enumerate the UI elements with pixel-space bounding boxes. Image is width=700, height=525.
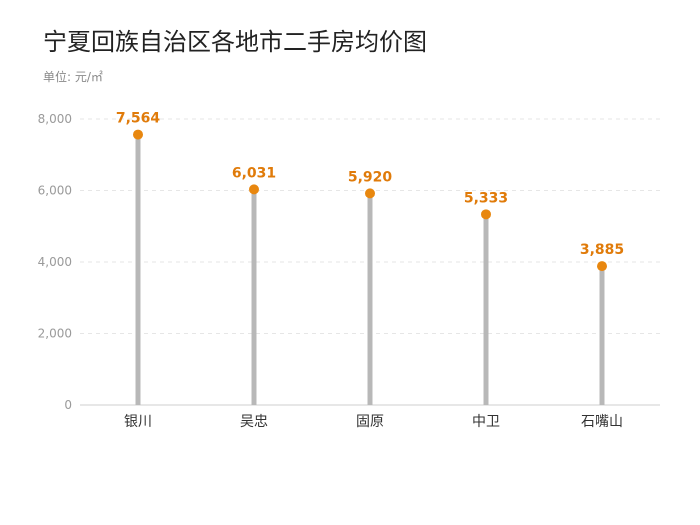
y-tick-label: 4,000 bbox=[38, 255, 72, 269]
x-tick-label: 银川 bbox=[124, 414, 152, 430]
chart-title: 宁夏回族自治区各地市二手房均价图 bbox=[43, 28, 427, 56]
data-label: 5,333 bbox=[464, 190, 508, 206]
x-tick-label: 石嘴山 bbox=[581, 414, 623, 430]
y-tick-label: 0 bbox=[64, 398, 72, 412]
lollipop-dot bbox=[365, 188, 375, 199]
data-label: 5,920 bbox=[348, 169, 393, 185]
x-tick-label: 固原 bbox=[356, 414, 384, 430]
lollipop-dot bbox=[133, 129, 143, 140]
y-tick-label: 8,000 bbox=[38, 112, 72, 126]
data-label: 6,031 bbox=[232, 165, 276, 181]
y-tick-label: 6,000 bbox=[38, 184, 72, 198]
x-tick-label: 中卫 bbox=[472, 414, 500, 430]
lollipop-dot bbox=[597, 261, 607, 272]
data-label: 7,564 bbox=[116, 111, 161, 127]
lollipop-dot bbox=[481, 209, 491, 220]
x-tick-label: 吴忠 bbox=[240, 414, 268, 430]
lollipop-dot bbox=[249, 184, 259, 195]
y-tick-label: 2,000 bbox=[38, 327, 72, 341]
unit-label: 单位: 元/㎡ bbox=[43, 70, 103, 84]
data-label: 3,885 bbox=[580, 242, 624, 258]
